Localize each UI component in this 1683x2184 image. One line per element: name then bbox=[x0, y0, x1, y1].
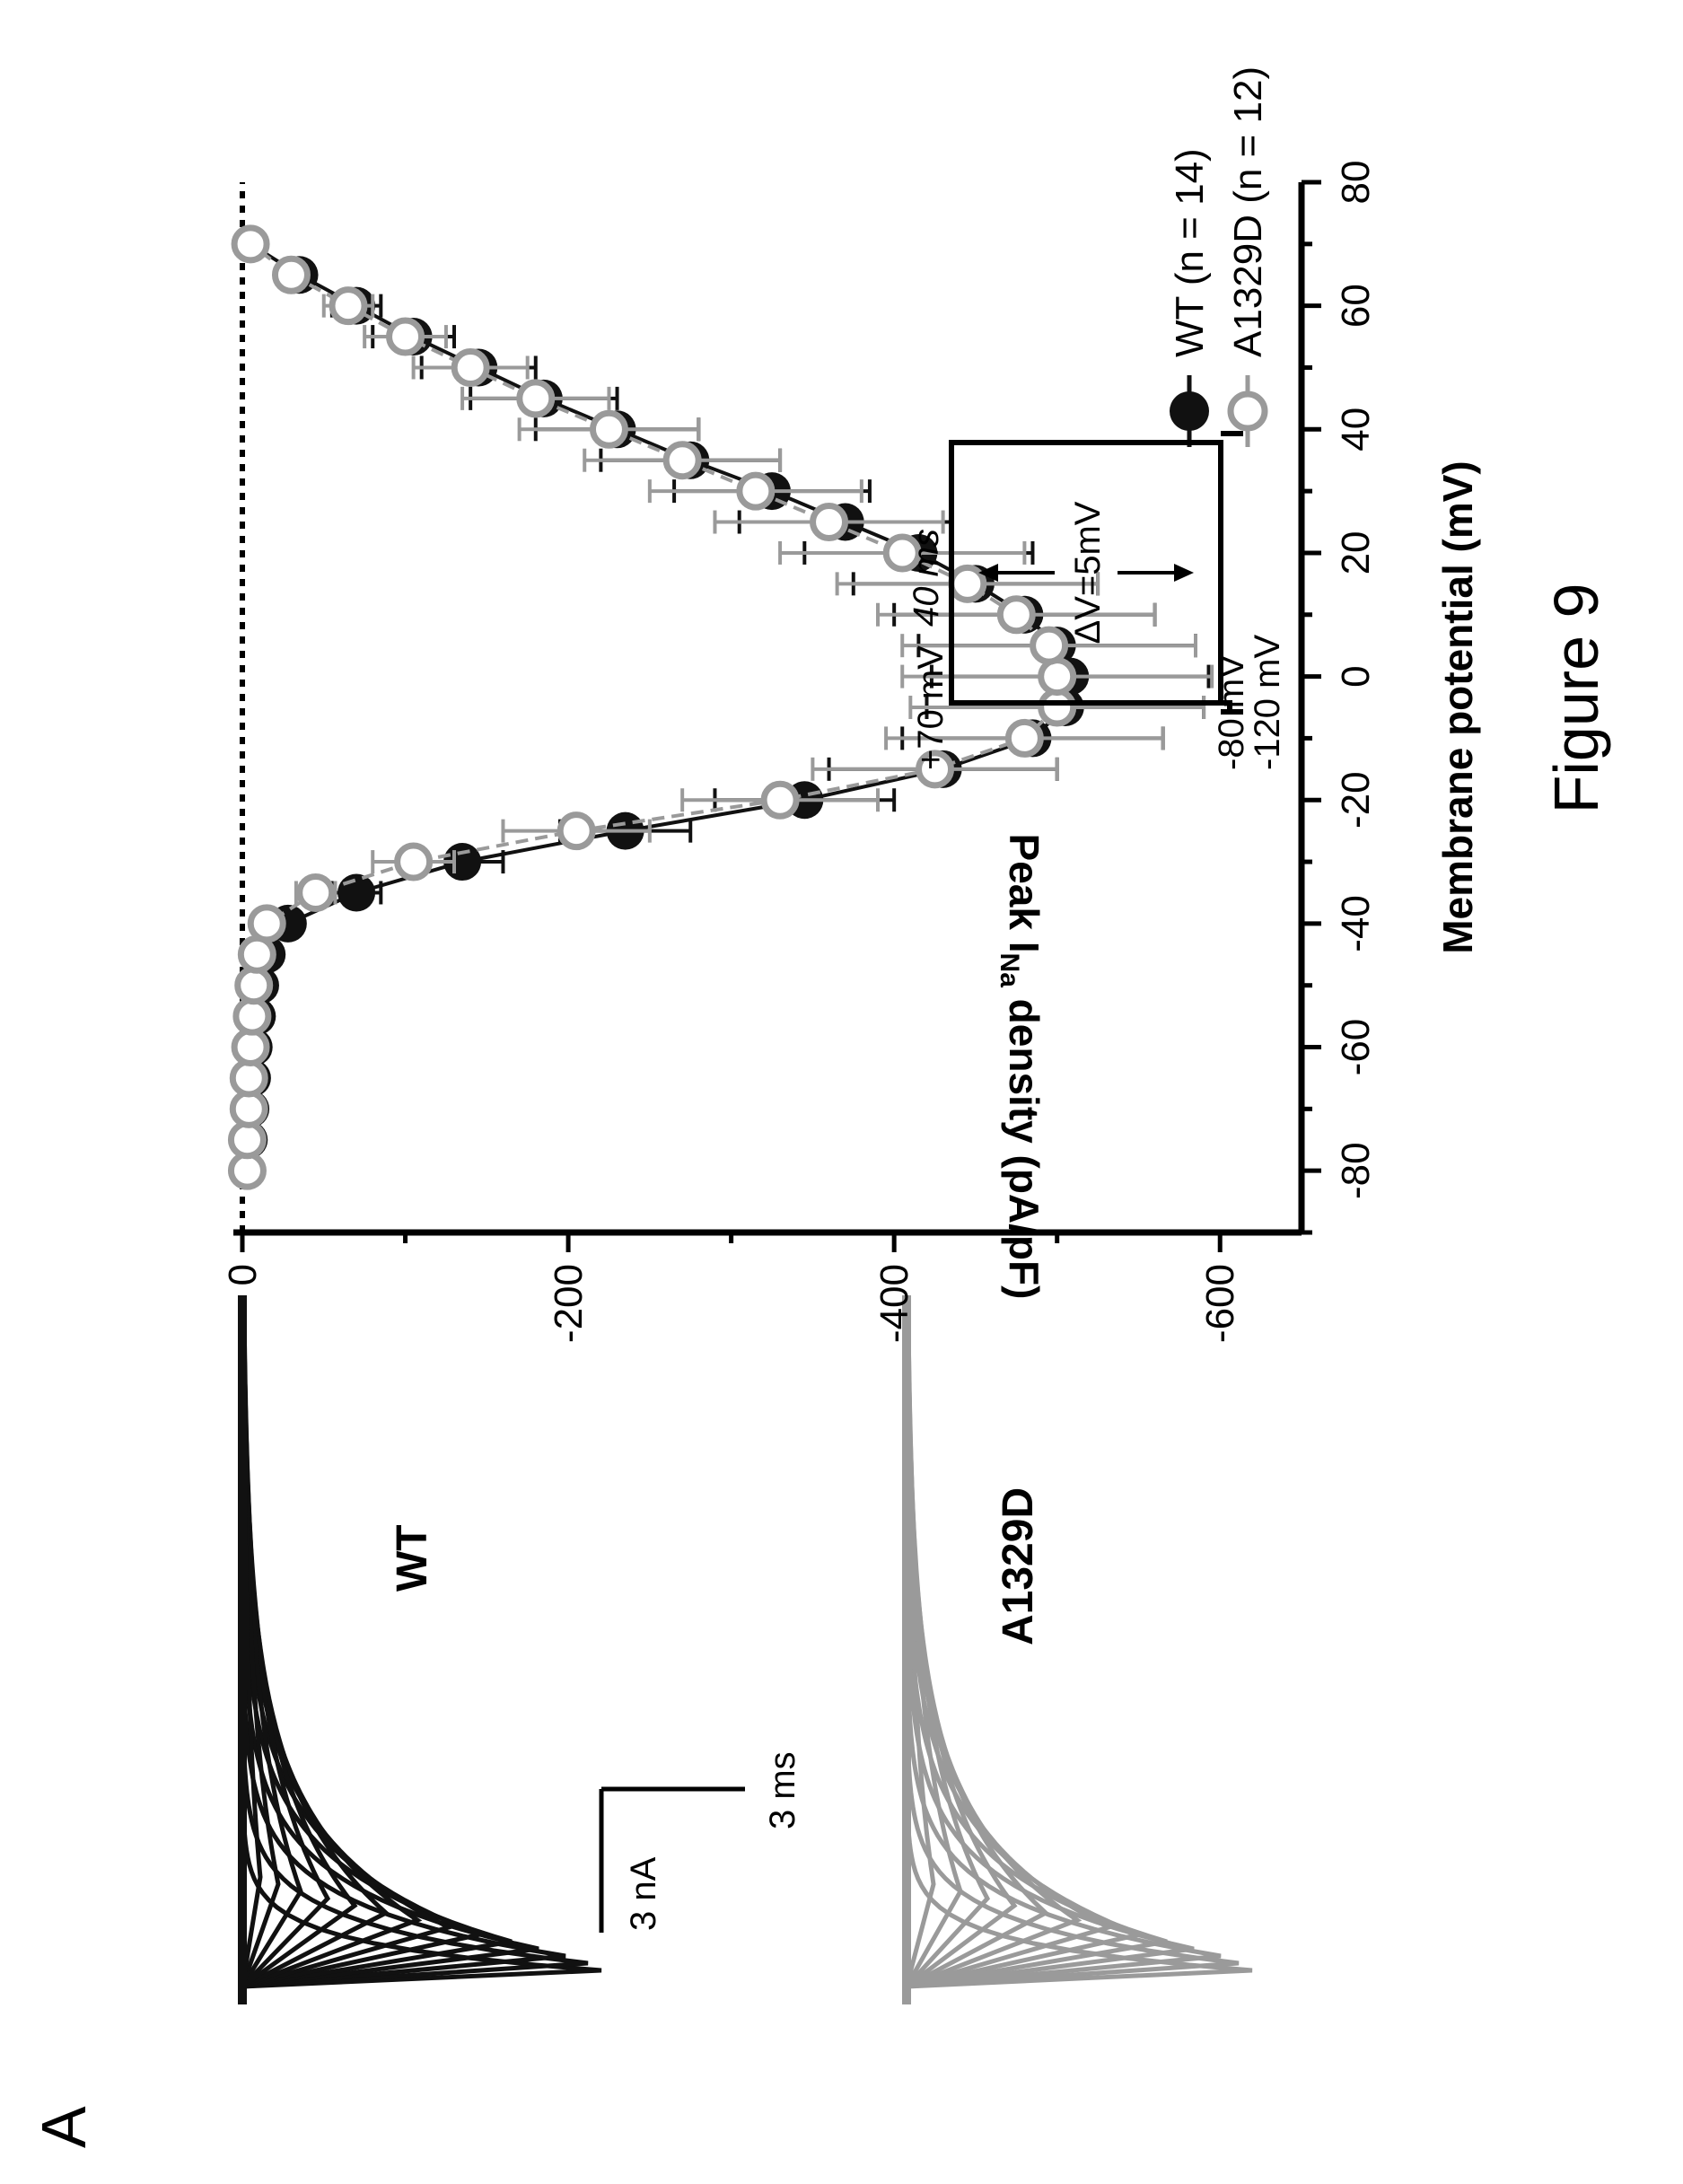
a1329d-point bbox=[232, 996, 272, 1036]
y-axis-label-rest: density (pA/pF) bbox=[1001, 987, 1047, 1300]
wt-trace-8 bbox=[240, 1296, 390, 2004]
a1329d-point bbox=[760, 780, 800, 820]
a1329d-point bbox=[1004, 718, 1044, 758]
a1329d-point bbox=[237, 934, 276, 974]
protocol-trace bbox=[949, 440, 1232, 712]
a1329d-point bbox=[386, 317, 425, 356]
x-tick-label: 80 bbox=[1334, 161, 1378, 205]
a1329d-point bbox=[394, 842, 434, 881]
a1329d-point bbox=[329, 286, 368, 326]
legend: WT (n = 14) A1329D (n = 12) bbox=[1168, 66, 1270, 447]
a1329d-point bbox=[451, 347, 490, 387]
scale-bar-current-label: 3 nA bbox=[624, 1856, 663, 1931]
x-tick-label: -40 bbox=[1334, 895, 1378, 952]
scale-bar-time-label: 3 ms bbox=[763, 1751, 802, 1829]
protocol-arrowhead-up bbox=[978, 564, 998, 582]
a1329d-trace-5 bbox=[904, 1297, 1148, 2004]
a1329d-point bbox=[227, 1151, 267, 1190]
a1329d-point bbox=[516, 379, 556, 418]
a1329d-series bbox=[227, 224, 1214, 1190]
wt-point bbox=[337, 873, 376, 912]
a1329d-point bbox=[296, 873, 336, 912]
a1329d-point bbox=[916, 750, 955, 789]
protocol-step-label: ΔV=5mV bbox=[1068, 501, 1108, 644]
a1329d-point bbox=[996, 595, 1036, 635]
legend-a1329d-label: A1329D (n = 12) bbox=[1226, 66, 1270, 357]
y-tick-labels: 0 -200 -400 -600 bbox=[221, 1264, 1242, 1343]
a1329d-point bbox=[247, 904, 286, 943]
current-traces-panel: WT A1329D 3 nA 3 ms bbox=[238, 1295, 1253, 2004]
a1329d-point bbox=[948, 564, 987, 603]
a1329d-trace-label: A1329D bbox=[995, 1487, 1042, 1645]
x-tick-label: 0 bbox=[1334, 665, 1378, 687]
x-tick-label: -80 bbox=[1334, 1142, 1378, 1199]
x-axis-label: Membrane potential (mV) bbox=[1434, 460, 1481, 954]
a1329d-point bbox=[736, 471, 776, 511]
a1329d-traces bbox=[904, 1296, 1253, 2004]
voltage-protocol-inset: +70 mV -80 mV -120 mV 40 ms ΔV=5mV bbox=[907, 431, 1287, 770]
y-axis-label-main: Peak I bbox=[1001, 834, 1047, 953]
a1329d-point bbox=[882, 533, 922, 573]
wt-trace-label: WT bbox=[389, 1524, 436, 1592]
legend-wt-label: WT (n = 14) bbox=[1168, 148, 1212, 357]
a1329d-point bbox=[1030, 626, 1069, 665]
protocol-top-label: +70 mV bbox=[911, 645, 951, 770]
x-tick-label: -60 bbox=[1334, 1019, 1378, 1076]
x-tick-label: -20 bbox=[1334, 771, 1378, 829]
protocol-rest-label: -120 mV bbox=[1248, 635, 1287, 770]
protocol-hold-label: -80 mV bbox=[1212, 654, 1251, 770]
a1329d-point bbox=[557, 811, 596, 851]
x-tick-labels: -80 -60 -40 -20 0 20 40 60 80 bbox=[1334, 161, 1378, 1199]
protocol-duration-label: 40 ms bbox=[907, 529, 946, 627]
a1329d-point bbox=[271, 255, 311, 294]
figure-caption: Figure 9 bbox=[1541, 583, 1611, 814]
y-axis-label-sub: Na bbox=[995, 953, 1024, 988]
a1329d-point bbox=[662, 441, 702, 480]
a1329d-point bbox=[229, 1058, 268, 1098]
y-tick-label: 0 bbox=[221, 1264, 265, 1285]
wt-traces bbox=[240, 1296, 602, 2004]
y-tick-label: -200 bbox=[547, 1264, 591, 1343]
x-tick-label: 60 bbox=[1334, 284, 1378, 328]
a1329d-point bbox=[589, 409, 628, 449]
a1329d-point bbox=[229, 1089, 268, 1128]
legend-wt-marker bbox=[1170, 391, 1209, 431]
x-tick-label: 40 bbox=[1334, 408, 1378, 452]
a1329d-point bbox=[1038, 688, 1077, 727]
a1329d-point bbox=[231, 1028, 270, 1067]
iv-axes bbox=[233, 180, 1321, 1252]
panel-label: A bbox=[29, 2106, 99, 2148]
a1329d-point bbox=[227, 1120, 267, 1160]
a1329d-point bbox=[231, 224, 270, 264]
a1329d-point bbox=[234, 966, 274, 1005]
legend-a1329d-marker bbox=[1227, 390, 1268, 432]
protocol-arrowhead-down bbox=[1174, 564, 1194, 582]
y-tick-label: -600 bbox=[1198, 1264, 1242, 1343]
scale-bar: 3 nA 3 ms bbox=[599, 1751, 802, 1933]
wt-trace-5 bbox=[240, 1297, 488, 2004]
y-axis-label: Peak INa density (pA/pF) bbox=[995, 834, 1047, 1300]
x-tick-label: 20 bbox=[1334, 531, 1378, 575]
a1329d-trace-8 bbox=[904, 1296, 1050, 2004]
a1329d-point bbox=[1038, 657, 1077, 697]
y-tick-label: -400 bbox=[872, 1264, 916, 1343]
a1329d-point bbox=[810, 503, 849, 542]
